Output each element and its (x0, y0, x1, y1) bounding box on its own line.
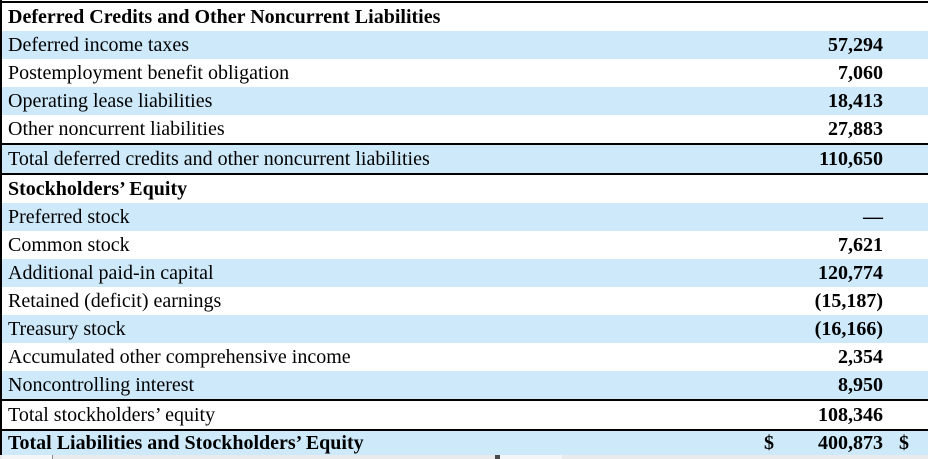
row-label: Retained (deficit) earnings (8, 290, 222, 312)
row-value: 2,354 (838, 346, 883, 368)
row-label: Postemployment benefit obligation (8, 62, 290, 84)
section-title: Stockholders’ Equity (8, 178, 188, 200)
row-value: (16,166) (814, 318, 883, 340)
bottom-strip-segment (495, 455, 500, 459)
row-value: 110,650 (819, 148, 883, 170)
row-retained-deficit-earnings: Retained (deficit) earnings (15,187) (0, 287, 928, 315)
section-title: Deferred Credits and Other Noncurrent Li… (8, 6, 441, 28)
row-value: (15,187) (814, 290, 883, 312)
row-label: Operating lease liabilities (8, 90, 213, 112)
row-value: 120,774 (818, 262, 883, 284)
row-label: Accumulated other comprehensive income (8, 346, 351, 368)
row-accumulated-other-comprehensive-income: Accumulated other comprehensive income 2… (0, 343, 928, 371)
row-value: 7,621 (838, 234, 883, 256)
row-label: Preferred stock (8, 206, 130, 228)
row-value: 108,346 (818, 404, 883, 426)
row-value: 57,294 (828, 34, 883, 56)
table-left-border (0, 0, 2, 455)
row-label: Deferred income taxes (8, 34, 190, 56)
row-label: Total stockholders’ equity (8, 404, 216, 426)
bottom-strip-segment (2, 455, 53, 459)
bottom-strip-segment (500, 455, 562, 459)
row-treasury-stock: Treasury stock (16,166) (0, 315, 928, 343)
table-top-rule (0, 1, 928, 3)
currency-symbol-right: $ (899, 432, 909, 454)
row-value: 7,060 (838, 62, 883, 84)
row-label: Total deferred credits and other noncurr… (8, 148, 430, 170)
row-total-liabilities-and-stockholders-equity: Total Liabilities and Stockholders’ Equi… (0, 429, 928, 455)
row-operating-lease-liabilities: Operating lease liabilities 18,413 (0, 87, 928, 115)
row-other-noncurrent-liabilities: Other noncurrent liabilities 27,883 (0, 115, 928, 143)
row-common-stock: Common stock 7,621 (0, 231, 928, 259)
row-label: Other noncurrent liabilities (8, 118, 225, 140)
row-value: 27,883 (828, 118, 883, 140)
row-value: — (863, 206, 883, 228)
row-label: Common stock (8, 234, 130, 256)
row-value: 400,873 (818, 432, 883, 454)
row-label: Total Liabilities and Stockholders’ Equi… (8, 432, 364, 454)
row-noncontrolling-interest: Noncontrolling interest 8,950 (0, 371, 928, 399)
row-preferred-stock: Preferred stock — (0, 203, 928, 231)
row-total-deferred-credits: Total deferred credits and other noncurr… (0, 143, 928, 173)
row-label: Treasury stock (8, 318, 126, 340)
cropped-bottom-strip (0, 455, 928, 459)
row-value: 18,413 (828, 90, 883, 112)
row-label: Additional paid-in capital (8, 262, 214, 284)
currency-symbol-left: $ (764, 432, 774, 454)
row-value: 8,950 (838, 374, 883, 396)
row-deferred-income-taxes: Deferred income taxes 57,294 (0, 31, 928, 59)
row-additional-paid-in-capital: Additional paid-in capital 120,774 (0, 259, 928, 287)
row-postemployment-benefit-obligation: Postemployment benefit obligation 7,060 (0, 59, 928, 87)
section-header-stockholders-equity: Stockholders’ Equity (0, 173, 928, 203)
section-header-deferred-credits: Deferred Credits and Other Noncurrent Li… (0, 3, 928, 31)
row-label: Noncontrolling interest (8, 374, 195, 396)
row-total-stockholders-equity: Total stockholders’ equity 108,346 (0, 399, 928, 429)
